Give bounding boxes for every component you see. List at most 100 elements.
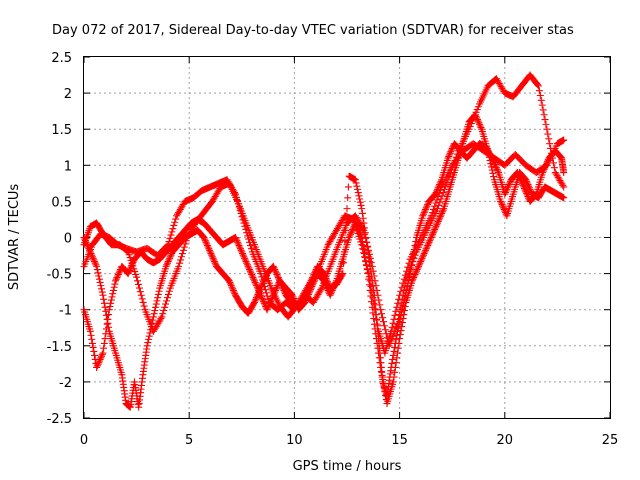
data-point <box>240 253 248 261</box>
data-point <box>165 287 173 295</box>
data-point <box>127 263 135 271</box>
data-point <box>236 243 244 251</box>
data-point <box>445 151 453 159</box>
data-point <box>145 335 153 343</box>
data-point <box>245 235 253 243</box>
data-point <box>346 232 354 240</box>
x-tick-label: 10 <box>286 433 303 448</box>
data-point <box>203 242 211 250</box>
data-point <box>402 289 410 297</box>
data-point <box>430 227 438 235</box>
data-point <box>201 237 209 245</box>
data-point <box>397 287 405 295</box>
data-point <box>433 205 441 213</box>
data-point <box>370 315 378 323</box>
data-point <box>447 148 455 156</box>
data-point <box>365 258 373 266</box>
data-point <box>95 272 103 280</box>
data-point <box>267 296 275 304</box>
x-tick-label: 5 <box>185 433 193 448</box>
data-point <box>532 191 540 199</box>
data-point <box>124 270 132 278</box>
data-point <box>258 281 266 289</box>
data-point <box>279 285 287 293</box>
data-point <box>435 182 443 190</box>
data-point <box>275 275 283 283</box>
data-point <box>252 280 260 288</box>
data-point <box>251 278 259 286</box>
data-point <box>179 246 187 254</box>
data-point <box>163 261 171 269</box>
data-point <box>339 259 347 267</box>
data-point <box>105 306 113 314</box>
data-point <box>357 232 365 240</box>
data-point <box>550 164 558 172</box>
data-point <box>155 287 163 295</box>
data-point <box>230 288 238 296</box>
data-point <box>144 339 152 347</box>
data-point <box>262 289 270 297</box>
data-point <box>445 152 453 160</box>
data-point <box>534 81 542 89</box>
data-point <box>531 192 539 200</box>
data-point <box>536 92 544 100</box>
data-point <box>95 275 103 283</box>
data-point <box>396 315 404 323</box>
data-point <box>165 238 173 246</box>
data-point <box>424 240 432 248</box>
data-point <box>516 175 524 183</box>
data-point <box>502 187 510 195</box>
data-point <box>446 149 454 157</box>
data-point <box>123 247 131 255</box>
data-point <box>148 319 156 327</box>
data-point <box>445 173 453 181</box>
data-point <box>354 185 362 193</box>
data-point <box>95 357 103 365</box>
data-point <box>412 267 420 275</box>
data-point <box>152 303 160 311</box>
data-point <box>323 276 331 284</box>
data-point <box>490 157 498 165</box>
data-point <box>383 334 391 342</box>
data-point <box>243 261 251 269</box>
data-point <box>171 218 179 226</box>
data-point <box>87 331 95 339</box>
data-point <box>419 251 427 259</box>
data-point <box>473 116 481 124</box>
data-point <box>419 210 427 218</box>
data-point <box>226 278 234 286</box>
data-point <box>281 288 289 296</box>
data-point <box>412 238 420 246</box>
data-point <box>539 106 547 114</box>
data-point <box>344 183 352 191</box>
data-point <box>255 289 263 297</box>
data-point <box>260 278 268 286</box>
data-point <box>347 229 355 237</box>
data-point <box>262 273 270 281</box>
data-point <box>560 169 568 177</box>
data-point <box>414 264 422 272</box>
data-point <box>363 262 371 270</box>
data-point <box>524 181 532 189</box>
data-point <box>102 307 110 315</box>
data-point <box>83 240 91 248</box>
data-point <box>247 245 255 253</box>
data-point <box>261 274 269 282</box>
data-point <box>162 262 170 270</box>
data-point <box>518 178 526 186</box>
data-point <box>422 246 430 254</box>
data-point <box>391 368 399 376</box>
data-point <box>435 201 443 209</box>
data-point <box>534 82 542 90</box>
data-point <box>351 176 359 184</box>
data-point <box>89 254 97 262</box>
data-point <box>395 295 403 303</box>
data-point <box>241 254 249 262</box>
data-point <box>248 272 256 280</box>
data-point <box>169 225 177 233</box>
data-point <box>309 272 317 280</box>
data-point <box>234 238 242 246</box>
data-point <box>159 310 167 318</box>
data-point <box>539 169 547 177</box>
data-point <box>392 359 400 367</box>
